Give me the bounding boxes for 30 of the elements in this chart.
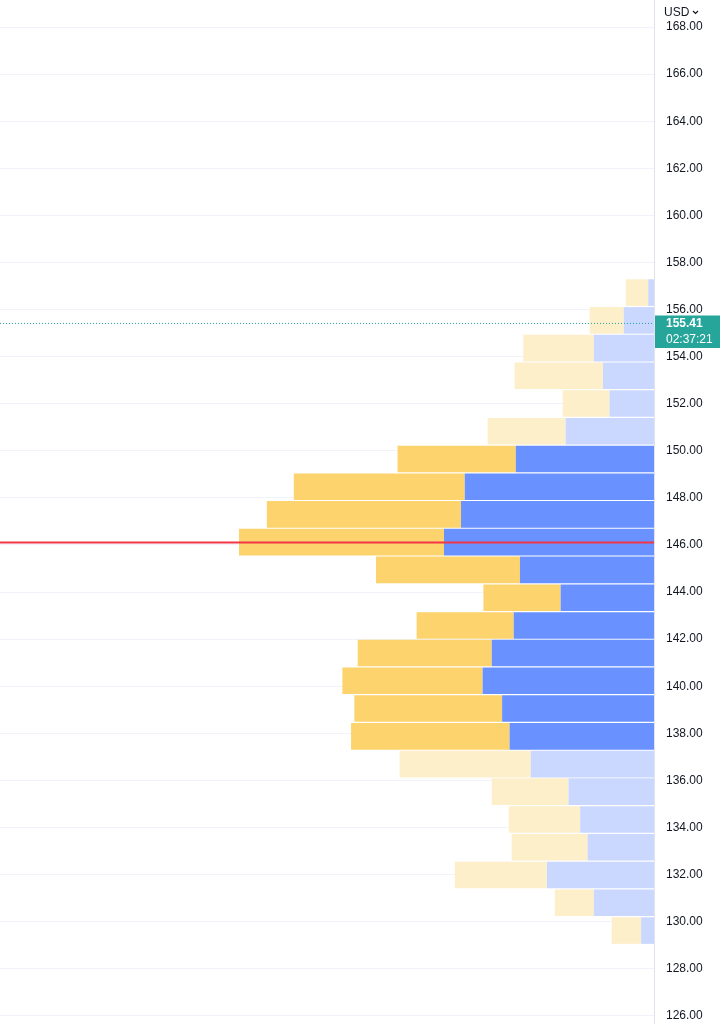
y-tick-label: 134.00: [666, 819, 704, 834]
y-tick-label: 154.00: [666, 348, 704, 363]
y-tick-label: 156.00: [666, 301, 704, 316]
y-tick-label: 128.00: [666, 960, 704, 975]
y-tick-label: 126.00: [666, 1008, 704, 1023]
y-tick-label: 168.00: [666, 19, 704, 34]
y-tick-label: 162.00: [666, 160, 704, 175]
y-tick-label: 140.00: [666, 678, 704, 693]
y-tick-label: 146.00: [666, 537, 704, 552]
y-tick-label: 152.00: [666, 396, 704, 411]
bar: [611, 917, 642, 944]
y-tick-label: 138.00: [666, 725, 704, 740]
y-tick-label: 130.00: [666, 913, 704, 928]
bar: [554, 889, 594, 917]
y-tick-label: 150.00: [666, 443, 704, 458]
bar: [625, 279, 649, 306]
ref-line-label: 155.41: [666, 316, 704, 331]
text: 02:37:21: [666, 332, 714, 347]
y-tick-label: 158.00: [666, 254, 704, 269]
y-tick-label: 148.00: [666, 490, 704, 505]
y-tick-label: 160.00: [666, 207, 704, 222]
bar: [397, 445, 516, 473]
bar: [515, 445, 654, 473]
y-tick-label: 164.00: [666, 113, 704, 128]
y-tick-label: 142.00: [666, 631, 704, 646]
y-tick-label: 144.00: [666, 584, 704, 599]
y-tick-label: 136.00: [666, 772, 704, 787]
y-tick-label: 132.00: [666, 866, 704, 881]
y-axis-title: USD: [664, 5, 690, 19]
y-tick-label: 166.00: [666, 66, 704, 81]
